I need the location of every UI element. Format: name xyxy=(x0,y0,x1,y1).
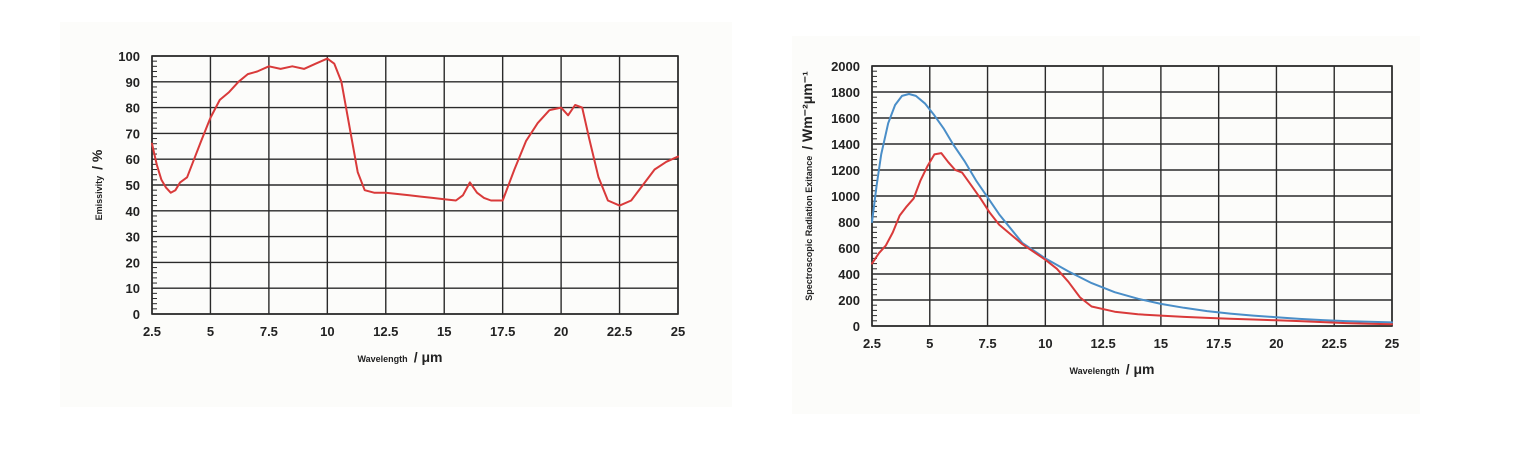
x-tick-label: 22.5 xyxy=(1322,336,1347,351)
y-tick-label: 1400 xyxy=(831,137,860,152)
x-tick-label: 2.5 xyxy=(143,324,161,339)
y-tick-label: 1800 xyxy=(831,85,860,100)
x-tick-label: 22.5 xyxy=(607,324,632,339)
x-tick-label: 5 xyxy=(926,336,933,351)
y-tick-label: 20 xyxy=(126,255,140,270)
series-line-0 xyxy=(151,57,679,207)
y-axis-unit: / % xyxy=(89,149,105,170)
x-axis-title: Wavelength / μm xyxy=(358,349,443,365)
grid-lines xyxy=(151,55,679,315)
y-tick-label: 0 xyxy=(853,319,860,334)
y-tick-label: 60 xyxy=(126,152,140,167)
y-tick-label: 90 xyxy=(126,75,140,90)
x-axis-unit: / μm xyxy=(414,349,443,365)
y-axis-unit: / Wm⁻²μm⁻¹ xyxy=(799,71,815,150)
x-tick-label: 2.5 xyxy=(863,336,881,351)
y-axis-label: Spectroscopic Radiation Exitance xyxy=(804,156,814,301)
y-tick-label: 30 xyxy=(126,230,140,245)
y-tick-label: 1600 xyxy=(831,111,860,126)
emissivity-chart: 2.5 5 7.5 10 12.5 15 17.5 20 22.5 25 0 10 20 30 40 50 60… xyxy=(89,49,685,365)
y-tick-label: 600 xyxy=(838,241,860,256)
radiation-exitance-chart: 2.5 5 7.5 10 12.5 15 17.5 20 22.5 25 0 200 400 600 800… xyxy=(799,59,1399,377)
x-tick-label: 7.5 xyxy=(260,324,278,339)
x-tick-label: 10 xyxy=(1038,336,1052,351)
x-tick-label: 15 xyxy=(437,324,451,339)
x-tick-label: 10 xyxy=(320,324,334,339)
x-tick-label: 7.5 xyxy=(979,336,997,351)
y-tick-label: 0 xyxy=(133,307,140,322)
x-tick-label: 25 xyxy=(671,324,685,339)
x-tick-label: 20 xyxy=(1269,336,1283,351)
y-tick-label: 2000 xyxy=(831,59,860,74)
x-tick-label: 25 xyxy=(1385,336,1399,351)
x-axis-title: Wavelength / μm xyxy=(1070,361,1155,377)
x-tick-label: 12.5 xyxy=(1090,336,1115,351)
x-tick-label: 15 xyxy=(1154,336,1168,351)
y-tick-label: 80 xyxy=(126,101,140,116)
y-tick-label: 400 xyxy=(838,267,860,282)
x-tick-label: 12.5 xyxy=(373,324,398,339)
y-tick-label: 100 xyxy=(118,49,140,64)
series-line-1 xyxy=(871,152,1393,326)
y-tick-label: 1200 xyxy=(831,163,860,178)
y-axis-label: Emissivity xyxy=(94,176,104,221)
x-axis-label: Wavelength xyxy=(1070,366,1120,376)
series-line-0 xyxy=(871,93,1393,324)
y-tick-label: 50 xyxy=(126,178,140,193)
y-tick-label: 800 xyxy=(838,215,860,230)
y-tick-label: 200 xyxy=(838,293,860,308)
x-tick-label: 5 xyxy=(207,324,214,339)
y-axis-title: Emissivity / % xyxy=(89,149,105,220)
plot-frame xyxy=(151,55,679,315)
x-axis-label: Wavelength xyxy=(358,354,408,364)
y-tick-label: 10 xyxy=(126,281,140,296)
y-tick-label: 70 xyxy=(126,126,140,141)
plot-frame xyxy=(871,65,1393,327)
x-axis-unit: / μm xyxy=(1126,361,1155,377)
y-tick-label: 1000 xyxy=(831,189,860,204)
y-axis-title: Spectroscopic Radiation Exitance / Wm⁻²μm… xyxy=(799,71,815,301)
y-tick-label: 40 xyxy=(126,204,140,219)
x-tick-label: 20 xyxy=(554,324,568,339)
grid-lines xyxy=(871,65,1393,327)
radiation-exitance-chart-panel: 2.5 5 7.5 10 12.5 15 17.5 20 22.5 25 0 200 400 600 800… xyxy=(792,36,1420,414)
x-tick-label: 17.5 xyxy=(490,324,515,339)
x-tick-label: 17.5 xyxy=(1206,336,1231,351)
emissivity-chart-panel: 2.5 5 7.5 10 12.5 15 17.5 20 22.5 25 0 10 20 30 40 50 60… xyxy=(60,22,732,407)
